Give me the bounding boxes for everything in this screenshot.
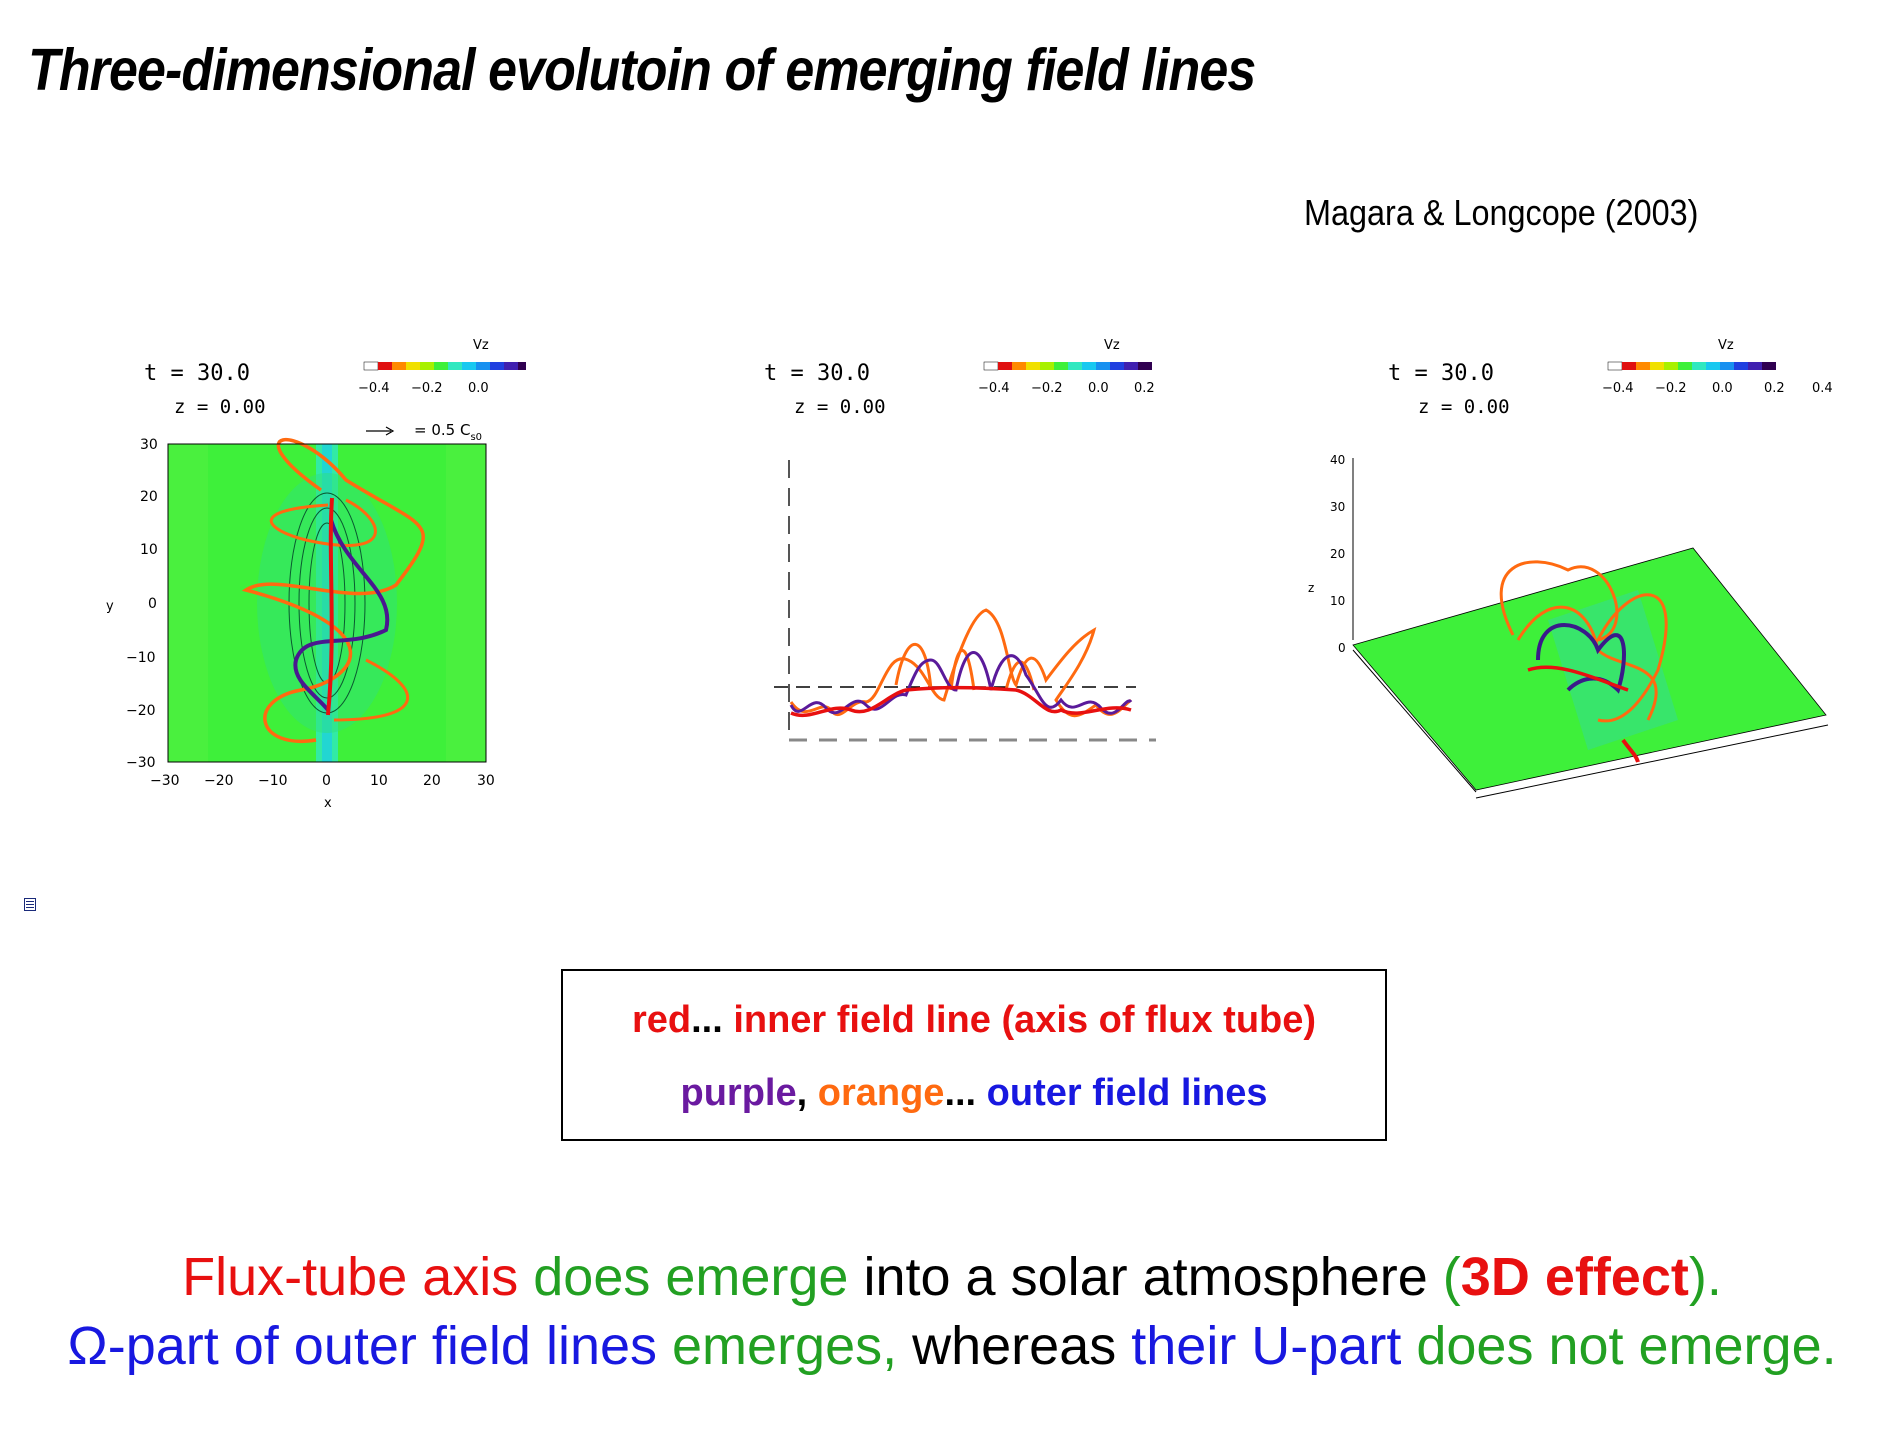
svg-text:−30: −30: [150, 773, 180, 789]
legend-inner-line: red... inner field line (axis of flux tu…: [563, 999, 1385, 1042]
citation-credit: Magara & Longcope (2003): [1304, 192, 1699, 233]
svg-text:10: 10: [370, 773, 388, 789]
color-legend-box: red... inner field line (axis of flux tu…: [561, 969, 1387, 1141]
summary-text: does not emerge.: [1416, 1316, 1837, 1376]
svg-text:20: 20: [140, 489, 158, 505]
svg-text:40: 40: [1330, 453, 1345, 467]
svg-text:0.0: 0.0: [1712, 381, 1733, 396]
colorbar-tick: −0.2: [411, 381, 443, 396]
summary-text: Ω-part of outer field lines: [67, 1316, 673, 1376]
svg-text:0: 0: [322, 773, 331, 789]
slide-object-icon[interactable]: [24, 898, 36, 911]
y-axis-label: y: [106, 599, 114, 614]
summary-text: their U-part: [1131, 1316, 1417, 1376]
svg-text:−30: −30: [126, 755, 156, 771]
panel-side-view: t = 30.0 z = 0.00 Vz −0.4 −0.2 0.0 0.2: [716, 330, 1156, 750]
svg-text:−20: −20: [204, 773, 234, 789]
slide-title: Three-dimensional evolutoin of emerging …: [28, 37, 1256, 103]
x-axis-line: [1475, 724, 1829, 799]
svg-text:30: 30: [1330, 500, 1345, 514]
ground-plane: [1352, 547, 1827, 791]
legend-comma: ,: [796, 1072, 818, 1114]
z-axis-label: z: [1308, 581, 1314, 595]
side-view-plot: t = 30.0 z = 0.00 Vz −0.4 −0.2 0.0 0.2: [764, 338, 1156, 742]
panel-top-view: t = 30.0 z = 0.00 Vz −0.4 −0.2 0.0 = 0.5…: [96, 330, 526, 830]
height-label: z = 0.00: [1418, 396, 1510, 418]
summary-text: into a solar atmosphere: [863, 1247, 1443, 1307]
summary-line-axis: Flux-tube axis does emerge into a solar …: [0, 1246, 1904, 1308]
colorbar-tick: 0.0: [468, 381, 489, 396]
svg-text:30: 30: [140, 437, 158, 453]
svg-text:30: 30: [477, 773, 495, 789]
legend-outer-description: outer field lines: [986, 1072, 1268, 1114]
summary-text: ).: [1688, 1247, 1722, 1307]
vz-colorbar: Vz −0.4 −0.2 0.0 0.2 0.4: [1602, 338, 1833, 396]
svg-text:−0.4: −0.4: [978, 381, 1010, 396]
legend-separator: ...: [944, 1072, 987, 1114]
x-axis-label: x: [324, 796, 332, 811]
svg-text:Vz: Vz: [1718, 338, 1734, 353]
panel-3d-view: t = 30.0 z = 0.00 Vz −0.4 −0.2 0.0 0.2 0…: [1298, 330, 1898, 850]
svg-text:0.2: 0.2: [1134, 381, 1155, 396]
summary-text: emerges,: [672, 1316, 913, 1376]
summary-text: does emerge: [533, 1247, 864, 1307]
svg-text:−0.2: −0.2: [1031, 381, 1063, 396]
z-axis-ticks: 40 30 20 10 0: [1330, 453, 1346, 655]
svg-text:0.2: 0.2: [1764, 381, 1785, 396]
height-label: z = 0.00: [794, 396, 886, 418]
perspective-field-lines: [1499, 560, 1668, 763]
svg-text:10: 10: [140, 542, 158, 558]
summary-emphasis: 3D effect: [1460, 1247, 1689, 1307]
svg-text:0: 0: [148, 596, 157, 612]
svg-text:20: 20: [423, 773, 441, 789]
time-label: t = 30.0: [1388, 361, 1494, 386]
vz-colorbar: Vz −0.4 −0.2 0.0: [358, 338, 526, 396]
top-view-plot: t = 30.0 z = 0.00 Vz −0.4 −0.2 0.0 = 0.5…: [106, 338, 526, 811]
velocity-scale-arrow: = 0.5 Cs0: [366, 421, 482, 443]
svg-text:20: 20: [1330, 547, 1345, 561]
time-label: t = 30.0: [764, 361, 870, 386]
y-axis-line: [1352, 649, 1477, 793]
colorbar-tick: −0.4: [358, 381, 390, 396]
svg-text:0.4: 0.4: [1812, 381, 1833, 396]
svg-text:−0.2: −0.2: [1655, 381, 1687, 396]
svg-text:−20: −20: [126, 703, 156, 719]
colorbar-label: Vz: [473, 338, 489, 353]
legend-outer-line: purple, orange... outer field lines: [563, 1072, 1385, 1115]
height-label: z = 0.00: [174, 396, 266, 418]
svg-text:0: 0: [1338, 641, 1346, 655]
legend-purple-word: purple: [680, 1072, 797, 1114]
summary-text: whereas: [912, 1316, 1132, 1376]
svg-text:Vz: Vz: [1104, 338, 1120, 353]
svg-text:0.0: 0.0: [1088, 381, 1109, 396]
x-axis-ticks: −30 −20 −10 0 10 20 30: [150, 773, 495, 789]
svg-text:10: 10: [1330, 594, 1345, 608]
time-label: t = 30.0: [144, 361, 250, 386]
legend-red-word: red: [631, 999, 692, 1041]
arrow-scale-label: = 0.5 Cs0: [414, 421, 482, 443]
perspective-plot: t = 30.0 z = 0.00 Vz −0.4 −0.2 0.0 0.2 0…: [1308, 338, 1833, 799]
summary-text: (: [1442, 1247, 1461, 1307]
summary-text: Flux-tube axis: [182, 1247, 534, 1307]
field-lines: [241, 438, 425, 744]
svg-text:−0.4: −0.4: [1602, 381, 1634, 396]
y-axis-ticks: 30 20 10 0 −10 −20 −30: [126, 437, 158, 771]
summary-line-outer: Ω-part of outer field lines emerges, whe…: [0, 1315, 1904, 1377]
legend-orange-word: orange: [817, 1072, 945, 1114]
vz-colorbar: Vz −0.4 −0.2 0.0 0.2: [978, 338, 1155, 396]
legend-separator: ...: [691, 999, 734, 1041]
svg-text:−10: −10: [126, 650, 156, 666]
legend-inner-description: inner field line (axis of flux tube): [733, 999, 1317, 1041]
svg-text:−10: −10: [258, 773, 288, 789]
side-field-lines: [789, 608, 1133, 718]
